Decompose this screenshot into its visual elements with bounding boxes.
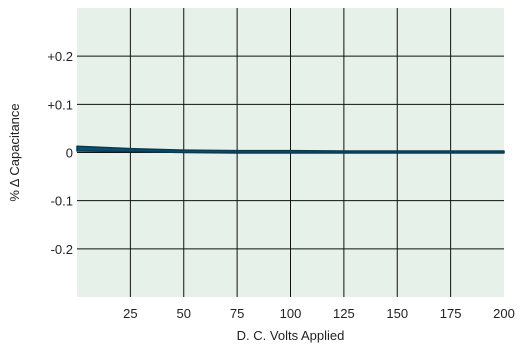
y-tick-label: +0.2 bbox=[47, 49, 73, 64]
x-tick-label: 175 bbox=[440, 306, 462, 321]
x-axis-label: D. C. Volts Applied bbox=[237, 328, 345, 343]
y-tick-label: 0 bbox=[66, 146, 73, 161]
y-tick-label: -0.1 bbox=[51, 194, 73, 209]
x-tick-label: 150 bbox=[386, 306, 408, 321]
series-layer bbox=[76, 145, 505, 154]
y-tick-label: +0.1 bbox=[47, 97, 73, 112]
capacitance-band-0 bbox=[76, 145, 505, 154]
x-tick-label: 50 bbox=[177, 306, 191, 321]
y-axis-label: % Δ Capacitance bbox=[7, 103, 22, 201]
y-tick-labels: +0.2 +0.1 0 -0.1 -0.2 bbox=[47, 49, 73, 257]
x-tick-label: 125 bbox=[333, 306, 355, 321]
x-tick-label: 200 bbox=[493, 306, 515, 321]
x-tick-label: 25 bbox=[123, 306, 137, 321]
x-tick-label: 100 bbox=[280, 306, 302, 321]
x-tick-labels: 25 50 75 100 125 150 175 200 bbox=[123, 306, 515, 321]
y-tick-label: -0.2 bbox=[51, 242, 73, 257]
x-tick-label: 75 bbox=[230, 306, 244, 321]
